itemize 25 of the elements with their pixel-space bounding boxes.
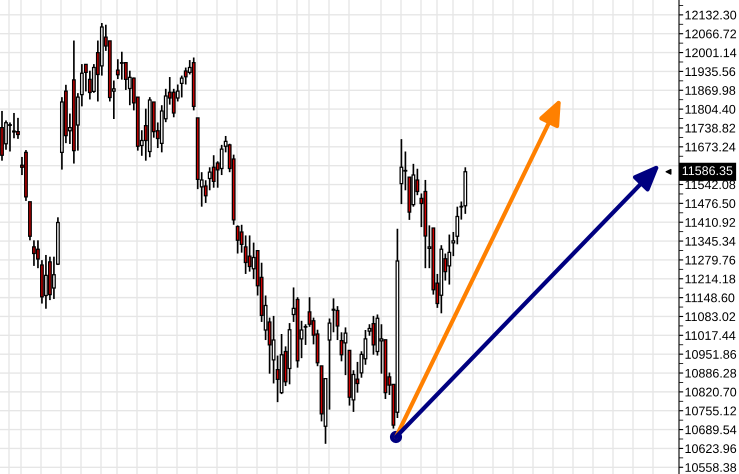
y-tick-label: 11673.24 — [686, 142, 736, 152]
y-tick-label: 10558.38 — [686, 463, 736, 472]
y-tick-label: 10755.12 — [686, 406, 736, 416]
y-tick-label: 11083.02 — [686, 312, 736, 322]
y-tick-label: 11279.76 — [686, 256, 736, 265]
y-tick-label: 10689.54 — [686, 425, 736, 434]
y-tick-label: 11935.56 — [686, 67, 736, 76]
y-tick-label: 11345.34 — [686, 236, 736, 246]
y-tick-label: 11869.98 — [686, 86, 736, 95]
y-tick-label: 11738.82 — [686, 124, 736, 133]
y-tick-label: 11542.08 — [686, 180, 736, 190]
y-tick-label: 11017.44 — [686, 331, 736, 340]
y-tick-label: 10820.70 — [686, 388, 736, 397]
y-tick-label: 11148.60 — [686, 293, 734, 302]
text: 11586.35 — [682, 166, 732, 176]
y-tick-label: 11804.40 — [686, 104, 736, 114]
y-tick-label: 10623.96 — [686, 444, 736, 454]
y-tick-label: 12001.14 — [686, 48, 736, 58]
y-tick-label: 11410.92 — [686, 218, 736, 227]
y-tick-label: 12066.72 — [686, 30, 736, 38]
y-tick-label: 12132.30 — [686, 10, 736, 20]
y-tick-label: 11214.18 — [686, 274, 736, 284]
y-tick-label: 10886.28 — [686, 368, 736, 378]
y-tick-label: 11476.50 — [686, 199, 736, 208]
y-tick-label: 10951.86 — [686, 350, 736, 359]
